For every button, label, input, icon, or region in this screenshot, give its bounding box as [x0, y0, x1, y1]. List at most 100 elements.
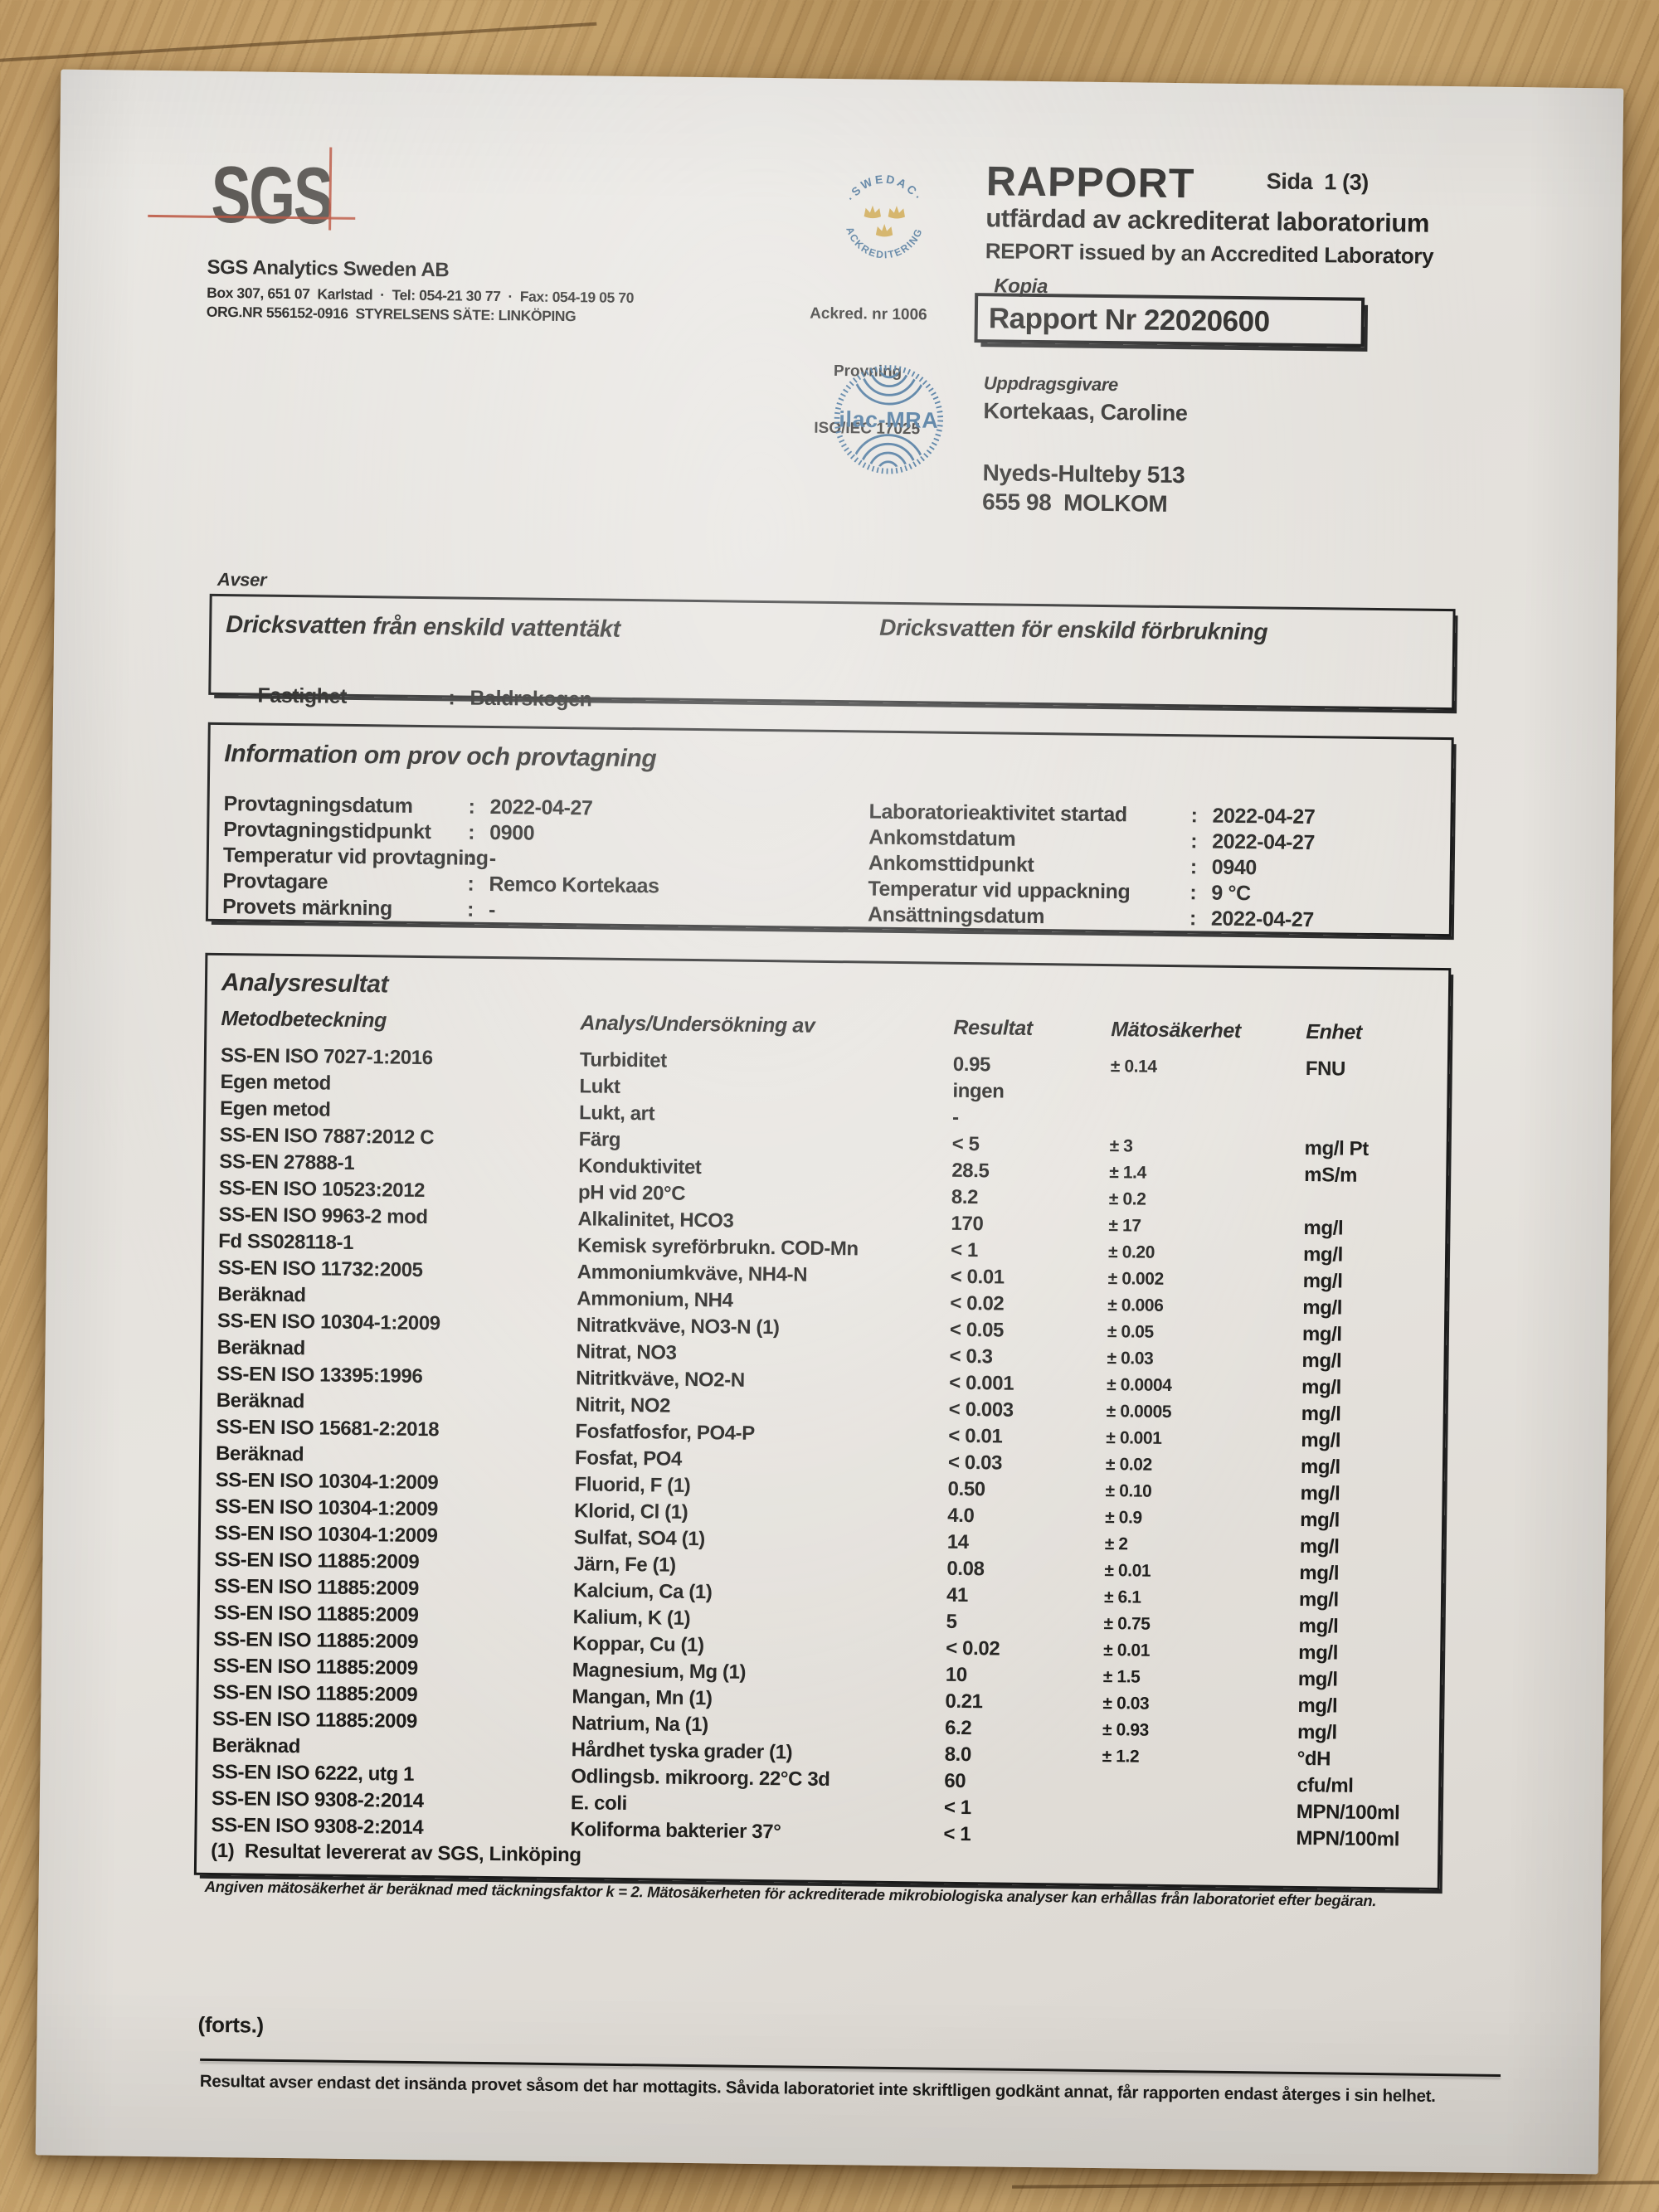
sample-info-label: Temperatur vid provtagning [222, 843, 489, 870]
cell-analysis: Järn, Fe (1) [573, 1553, 676, 1577]
cell-analysis: E. coli [570, 1791, 627, 1816]
column-header-analysis: Analys/Undersökning av [580, 1011, 815, 1038]
results-title: Analysresultat [221, 969, 389, 999]
cell-uncertainty: ± 3 [1109, 1136, 1133, 1156]
cell-analysis: Nitrit, NO2 [575, 1393, 671, 1417]
cell-analysis: Klorid, Cl (1) [574, 1500, 688, 1524]
cell-analysis: Sulfat, SO4 (1) [573, 1526, 706, 1551]
cell-result: 8.0 [944, 1743, 972, 1767]
cell-uncertainty: ± 0.05 [1107, 1322, 1154, 1342]
cell-unit: mg/l [1300, 1481, 1340, 1505]
cell-analysis: pH vid 20°C [577, 1181, 686, 1205]
cell-result: < 1 [950, 1238, 979, 1262]
sample-info-value: 2022-04-27 [1212, 804, 1316, 829]
cell-method: Beräknad [212, 1733, 301, 1758]
cell-analysis: Odlingsb. mikroorg. 22°C 3d [571, 1765, 830, 1791]
company-address-line2: ORG.NR 556152-0916 STYRELSENS SÄTE: LINK… [206, 303, 577, 325]
cell-unit: mg/l [1300, 1508, 1340, 1532]
cell-method: SS-EN ISO 10304-1:2009 [215, 1495, 439, 1521]
cell-uncertainty: ± 0.0004 [1107, 1375, 1172, 1396]
cell-method: SS-EN ISO 10523:2012 [218, 1177, 426, 1203]
cell-unit: mg/l [1301, 1322, 1342, 1346]
cell-method: SS-EN ISO 11885:2009 [213, 1601, 419, 1626]
continuation-marker: (forts.) [197, 2011, 264, 2038]
property-value: Baldrskogen [469, 686, 592, 712]
cell-method: SS-EN ISO 9308-2:2014 [211, 1787, 424, 1813]
cell-analysis: Nitratkväve, NO3-N (1) [576, 1314, 780, 1339]
cell-method: SS-EN ISO 7887:2012 C [219, 1124, 435, 1150]
cell-analysis: Kemisk syreförbrukn. COD-Mn [577, 1234, 859, 1261]
svg-text:ilac-MRA: ilac-MRA [839, 406, 938, 432]
avser-label: Avser [216, 568, 267, 591]
cell-result: 41 [946, 1583, 969, 1607]
colon-separator: : [468, 795, 475, 819]
cell-method: Beräknad [215, 1441, 304, 1466]
cell-unit: cfu/ml [1297, 1773, 1354, 1797]
cell-result: < 0.3 [949, 1344, 993, 1369]
cell-result: < 1 [943, 1822, 971, 1846]
sample-info-label: Provtagningsdatum [223, 792, 413, 818]
accreditation-number: Ackred. nr 1006 [810, 304, 927, 324]
cell-method: SS-EN ISO 13395:1996 [216, 1362, 423, 1388]
page-number: Sida 1 (3) [1266, 168, 1370, 195]
cell-unit: °dH [1297, 1747, 1331, 1771]
sample-info-value: - [489, 846, 496, 871]
cell-unit: mg/l [1303, 1216, 1344, 1240]
cell-result: < 0.01 [948, 1424, 1003, 1448]
cell-result: 0.08 [946, 1557, 985, 1581]
cell-uncertainty: ± 0.01 [1103, 1641, 1151, 1660]
cell-result: < 0.02 [950, 1291, 1005, 1315]
cell-analysis: Turbiditet [579, 1048, 667, 1072]
cell-method: SS-EN ISO 11885:2009 [213, 1574, 420, 1600]
cell-method: Fd SS028118-1 [218, 1230, 354, 1254]
cell-result: - [951, 1106, 959, 1129]
sample-type-left: Dricksvatten från enskild vattentäkt [226, 611, 620, 643]
cell-method: SS-EN ISO 11885:2009 [214, 1548, 420, 1573]
cell-uncertainty: ± 0.9 [1105, 1508, 1142, 1528]
results-box: Analysresultat Metodbeteckning Analys/Un… [193, 952, 1452, 1891]
colon-separator: : [1190, 881, 1197, 905]
cell-unit: mg/l [1297, 1694, 1338, 1718]
cell-uncertainty: ± 0.20 [1107, 1242, 1155, 1262]
report-number-box: Rapport Nr 22020600 [974, 293, 1365, 348]
cell-analysis: Nitrat, NO3 [576, 1340, 677, 1364]
column-header-method: Metodbeteckning [221, 1007, 387, 1033]
cell-result: < 0.05 [949, 1318, 1005, 1342]
sample-info-label: Temperatur vid uppackning [868, 877, 1131, 904]
cell-uncertainty: ± 0.006 [1107, 1296, 1164, 1315]
cell-method: Beräknad [216, 1388, 305, 1413]
cell-unit: mg/l [1302, 1296, 1343, 1320]
cell-method: SS-EN ISO 11885:2009 [213, 1627, 419, 1653]
cell-uncertainty: ± 1.2 [1102, 1747, 1140, 1767]
cell-analysis: Färg [578, 1128, 621, 1151]
cell-analysis: Nitritkväve, NO2-N [576, 1367, 745, 1392]
cell-unit: mg/l [1301, 1375, 1342, 1399]
cell-unit: mg/l [1298, 1641, 1339, 1665]
sample-info-value: 2022-04-27 [489, 795, 593, 820]
report-subtitle-english: REPORT issued by an Accredited Laborator… [985, 238, 1434, 269]
cell-analysis: Ammonium, NH4 [577, 1287, 733, 1312]
cell-method: SS-EN ISO 10304-1:2009 [214, 1521, 438, 1548]
sample-info-row: Provets märkning: - [222, 894, 659, 925]
cell-result: 8.2 [951, 1185, 979, 1209]
cell-analysis: Fluorid, F (1) [574, 1473, 691, 1497]
cell-uncertainty: ± 0.02 [1105, 1455, 1152, 1475]
report-page: SGS SGS Analytics Sweden AB Box 307, 651… [35, 69, 1624, 2175]
sample-info-value: 2022-04-27 [1210, 907, 1315, 932]
report-number: Rapport Nr 22020600 [988, 302, 1270, 338]
swedac-accreditation-seal-icon: ·SWEDAC· ACKREDITERING [820, 155, 933, 287]
client-label: Uppdragsgivare [983, 372, 1118, 396]
report-subtitle-swedish: utfärdad av ackrediterat laboratorium [985, 203, 1430, 238]
sgs-logo: SGS [210, 148, 333, 241]
cell-result: < 5 [951, 1132, 980, 1156]
sample-info-box: Information om prov och provtagning Prov… [205, 722, 1454, 937]
cell-analysis: Kalium, K (1) [572, 1606, 691, 1630]
cell-unit: mg/l Pt [1304, 1136, 1370, 1160]
cell-unit: mg/l [1302, 1269, 1343, 1293]
sample-info-right-column: Laboratorieaktivitet startad:2022-04-27 A… [868, 800, 1316, 934]
property-label: Fastighet [257, 683, 348, 708]
cell-method: SS-EN ISO 10304-1:2009 [216, 1310, 440, 1335]
cell-result: < 0.003 [948, 1398, 1014, 1422]
cell-analysis: Ammoniumkväve, NH4-N [577, 1261, 808, 1286]
cell-analysis: Koppar, Cu (1) [572, 1632, 704, 1657]
